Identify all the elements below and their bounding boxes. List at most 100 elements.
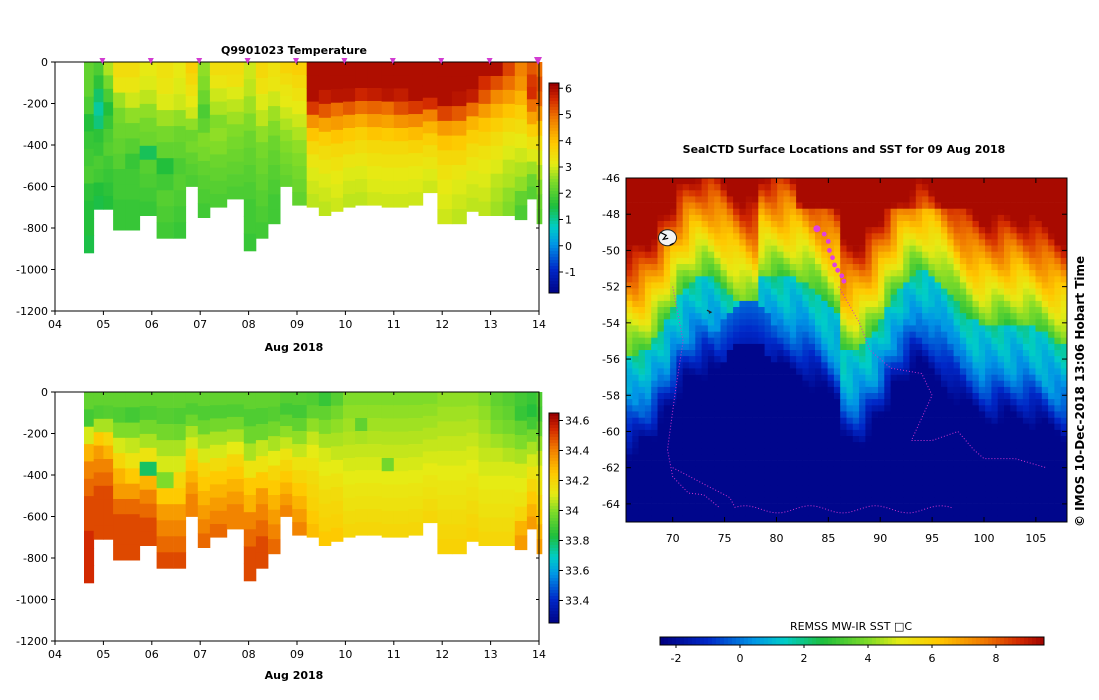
sst-cell	[896, 454, 904, 461]
sst-cell	[764, 485, 772, 492]
sst-cell	[852, 343, 860, 351]
section-cell	[381, 75, 395, 89]
sst-cell	[915, 221, 923, 228]
sst-cell	[928, 300, 936, 308]
sst-cell	[638, 503, 646, 511]
sst-cell	[928, 460, 936, 468]
sst-cell	[846, 472, 854, 480]
sst-cell	[638, 294, 646, 302]
sst-cell	[695, 208, 702, 216]
section-cell	[514, 76, 528, 91]
sst-cell	[991, 399, 999, 406]
sst-cell	[808, 251, 816, 259]
section-cell	[451, 120, 467, 136]
sst-cell	[934, 497, 942, 504]
section-cell	[125, 184, 141, 200]
sst-cell	[720, 270, 728, 277]
section-cell	[318, 392, 332, 407]
sst-cell	[739, 221, 747, 228]
sst-cell	[770, 251, 778, 259]
sst-cell	[909, 399, 917, 406]
sst-cell	[689, 368, 696, 375]
sst-cell	[632, 202, 639, 210]
sst-cell	[689, 472, 696, 480]
sst-cell	[1035, 509, 1043, 517]
section-cell	[451, 209, 467, 225]
sst-cell	[802, 423, 810, 431]
sst-cell	[815, 184, 822, 191]
sst-cell	[676, 350, 684, 357]
sst-cell	[739, 491, 747, 498]
sst-cell	[670, 276, 677, 283]
sst-cell	[789, 233, 797, 240]
section-cell	[466, 487, 479, 502]
sst-cell	[657, 307, 665, 314]
sst-cell	[701, 202, 709, 210]
sst-cell	[644, 460, 652, 468]
sst-cell	[827, 393, 835, 400]
sst-cell	[1004, 442, 1011, 449]
sst-cell	[815, 264, 822, 271]
sst-cell	[682, 466, 690, 474]
sst-cell	[682, 282, 690, 289]
section-cell	[478, 89, 491, 105]
section-cell	[514, 521, 528, 536]
sst-cell	[796, 405, 803, 412]
sst-cell	[978, 319, 986, 326]
sst-cell	[720, 356, 728, 363]
sst-cell	[903, 417, 910, 425]
colorbar-swatch	[549, 554, 559, 558]
section-cell	[243, 392, 257, 410]
sst-cell	[833, 405, 841, 412]
sst-cell	[928, 307, 936, 314]
sst-cell	[651, 454, 658, 461]
sst-cell	[802, 300, 810, 308]
section-cell	[255, 142, 269, 159]
sst-cell	[632, 239, 639, 246]
sst-cell	[676, 307, 684, 314]
sst-cell	[833, 221, 841, 228]
sst-cell	[714, 190, 721, 197]
sst-cell	[663, 497, 671, 504]
sst-cell	[689, 214, 696, 222]
section-cell	[268, 76, 281, 92]
sst-cell	[1004, 221, 1011, 228]
sst-cell	[1004, 319, 1011, 326]
section-cell	[526, 111, 537, 125]
sst-cell	[758, 436, 765, 443]
sst-cell	[745, 264, 753, 271]
sst-cell	[997, 270, 1005, 277]
sst-cell	[1022, 380, 1030, 388]
sst-cell	[676, 393, 684, 400]
sst-cell	[915, 405, 923, 412]
sst-cell	[997, 319, 1005, 326]
sst-cell	[840, 184, 847, 191]
colorbar-swatch	[549, 575, 559, 579]
sst-cell	[632, 472, 639, 480]
sst-cell	[909, 448, 917, 455]
sst-cell	[1010, 485, 1017, 492]
sst-cell	[903, 196, 910, 203]
sst-cell	[978, 294, 986, 302]
sst-cell	[840, 380, 847, 388]
sst-cell	[714, 374, 721, 382]
section-cell	[280, 84, 293, 97]
sst-cell	[978, 515, 986, 523]
sst-cell	[770, 233, 778, 240]
sst-cell	[1004, 509, 1011, 517]
section-cell	[113, 92, 126, 109]
sst-cell	[695, 356, 702, 363]
sst-cell	[1035, 288, 1043, 296]
sst-cell	[707, 479, 715, 486]
sst-cell	[638, 393, 646, 400]
surface-marker	[99, 58, 106, 64]
section-cell	[330, 170, 344, 185]
sst-cell	[638, 448, 646, 455]
section-cell	[125, 138, 141, 155]
sst-cell	[1029, 472, 1036, 480]
sst-cell	[972, 343, 980, 351]
sst-cell	[1010, 491, 1017, 498]
sst-cell	[915, 368, 923, 375]
sst-cell	[638, 245, 646, 253]
sst-cell	[846, 196, 854, 203]
